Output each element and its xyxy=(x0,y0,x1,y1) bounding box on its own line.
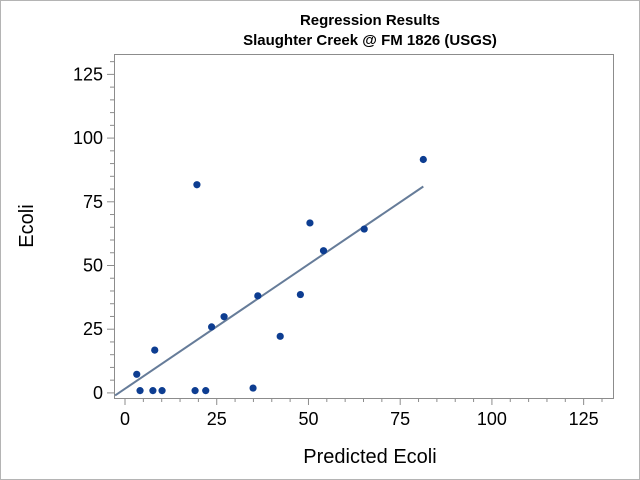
data-point xyxy=(149,387,157,395)
scatter-points xyxy=(133,155,427,395)
data-point xyxy=(249,384,257,392)
data-point xyxy=(254,292,262,300)
chart-subtitle: Slaughter Creek @ FM 1826 (USGS) xyxy=(243,32,497,49)
data-point xyxy=(306,219,314,227)
data-point xyxy=(158,387,166,395)
data-point xyxy=(136,387,144,395)
x-tick-label: 125 xyxy=(569,409,599,429)
y-axis: 0 25 50 75 100 125 xyxy=(73,61,114,403)
x-tick-label: 0 xyxy=(120,409,130,429)
data-point xyxy=(319,247,328,255)
y-tick-label: 25 xyxy=(83,319,103,339)
chart-title: Regression Results xyxy=(300,12,440,29)
x-tick-label: 50 xyxy=(298,409,318,429)
x-axis: 0 25 50 75 100 125 xyxy=(120,398,603,429)
regression-line-group xyxy=(114,185,424,397)
data-point xyxy=(207,323,216,331)
y-tick-label: 50 xyxy=(83,255,103,275)
data-point xyxy=(133,370,141,378)
data-point xyxy=(276,332,284,340)
y-axis-label: Ecoli xyxy=(16,204,38,247)
y-tick-label: 125 xyxy=(73,64,103,84)
data-point xyxy=(296,290,304,299)
data-point xyxy=(202,387,210,395)
regression-line xyxy=(114,185,424,397)
data-point xyxy=(193,181,201,189)
y-tick-label: 75 xyxy=(83,192,103,212)
x-tick-label: 25 xyxy=(207,409,227,429)
data-point xyxy=(360,225,368,233)
x-tick-label: 75 xyxy=(390,409,410,429)
y-tick-label: 100 xyxy=(73,128,103,148)
data-point xyxy=(191,387,199,395)
data-point xyxy=(220,313,228,321)
x-axis-label: Predicted Ecoli xyxy=(303,446,436,468)
data-point xyxy=(419,155,427,164)
x-tick-label: 100 xyxy=(477,409,507,429)
data-point xyxy=(151,346,159,354)
y-tick-label: 0 xyxy=(93,383,103,403)
